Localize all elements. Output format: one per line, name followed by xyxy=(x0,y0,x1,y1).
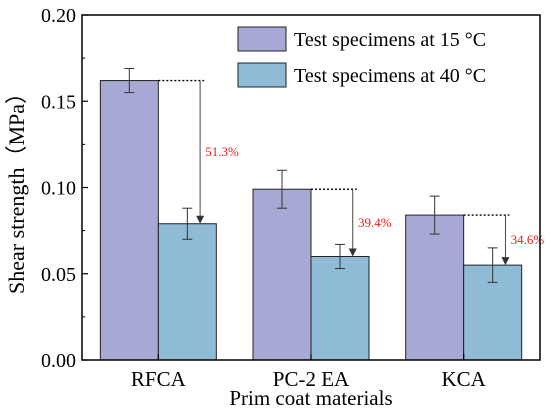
y-tick-label: 0.00 xyxy=(41,350,76,372)
x-tick-label: RFCA xyxy=(131,367,187,391)
reduction-percent-label: 39.4% xyxy=(358,215,392,230)
bar xyxy=(310,256,370,361)
reduction-arrowhead xyxy=(501,257,510,266)
bar xyxy=(405,214,465,361)
y-axis-label: Shear strength（MPa） xyxy=(4,82,29,294)
legend-swatch xyxy=(237,62,287,88)
y-tick-label: 0.15 xyxy=(41,91,76,113)
y-tick-label: 0.05 xyxy=(41,264,76,286)
bar xyxy=(252,188,312,361)
x-axis-label: Prim coat materials xyxy=(229,386,392,410)
legend: Test specimens at 15 °C Test specimens at… xyxy=(230,19,535,98)
reduction-arrowhead xyxy=(348,248,357,257)
y-tick-label: 0.10 xyxy=(41,178,76,200)
bar xyxy=(157,223,217,361)
x-tick-label: KCA xyxy=(441,367,486,391)
x-tick-label: PC-2 EA xyxy=(273,367,350,391)
reduction-percent-label: 34.6% xyxy=(511,232,545,247)
legend-label: Test specimens at 15 °C xyxy=(294,29,486,51)
reduction-arrowhead xyxy=(196,215,205,224)
legend-label: Test specimens at 40 °C xyxy=(294,65,486,87)
legend-swatch xyxy=(237,26,287,52)
y-tick-label: 0.20 xyxy=(41,5,76,27)
bar xyxy=(99,80,159,361)
reduction-percent-label: 51.3% xyxy=(205,144,239,159)
